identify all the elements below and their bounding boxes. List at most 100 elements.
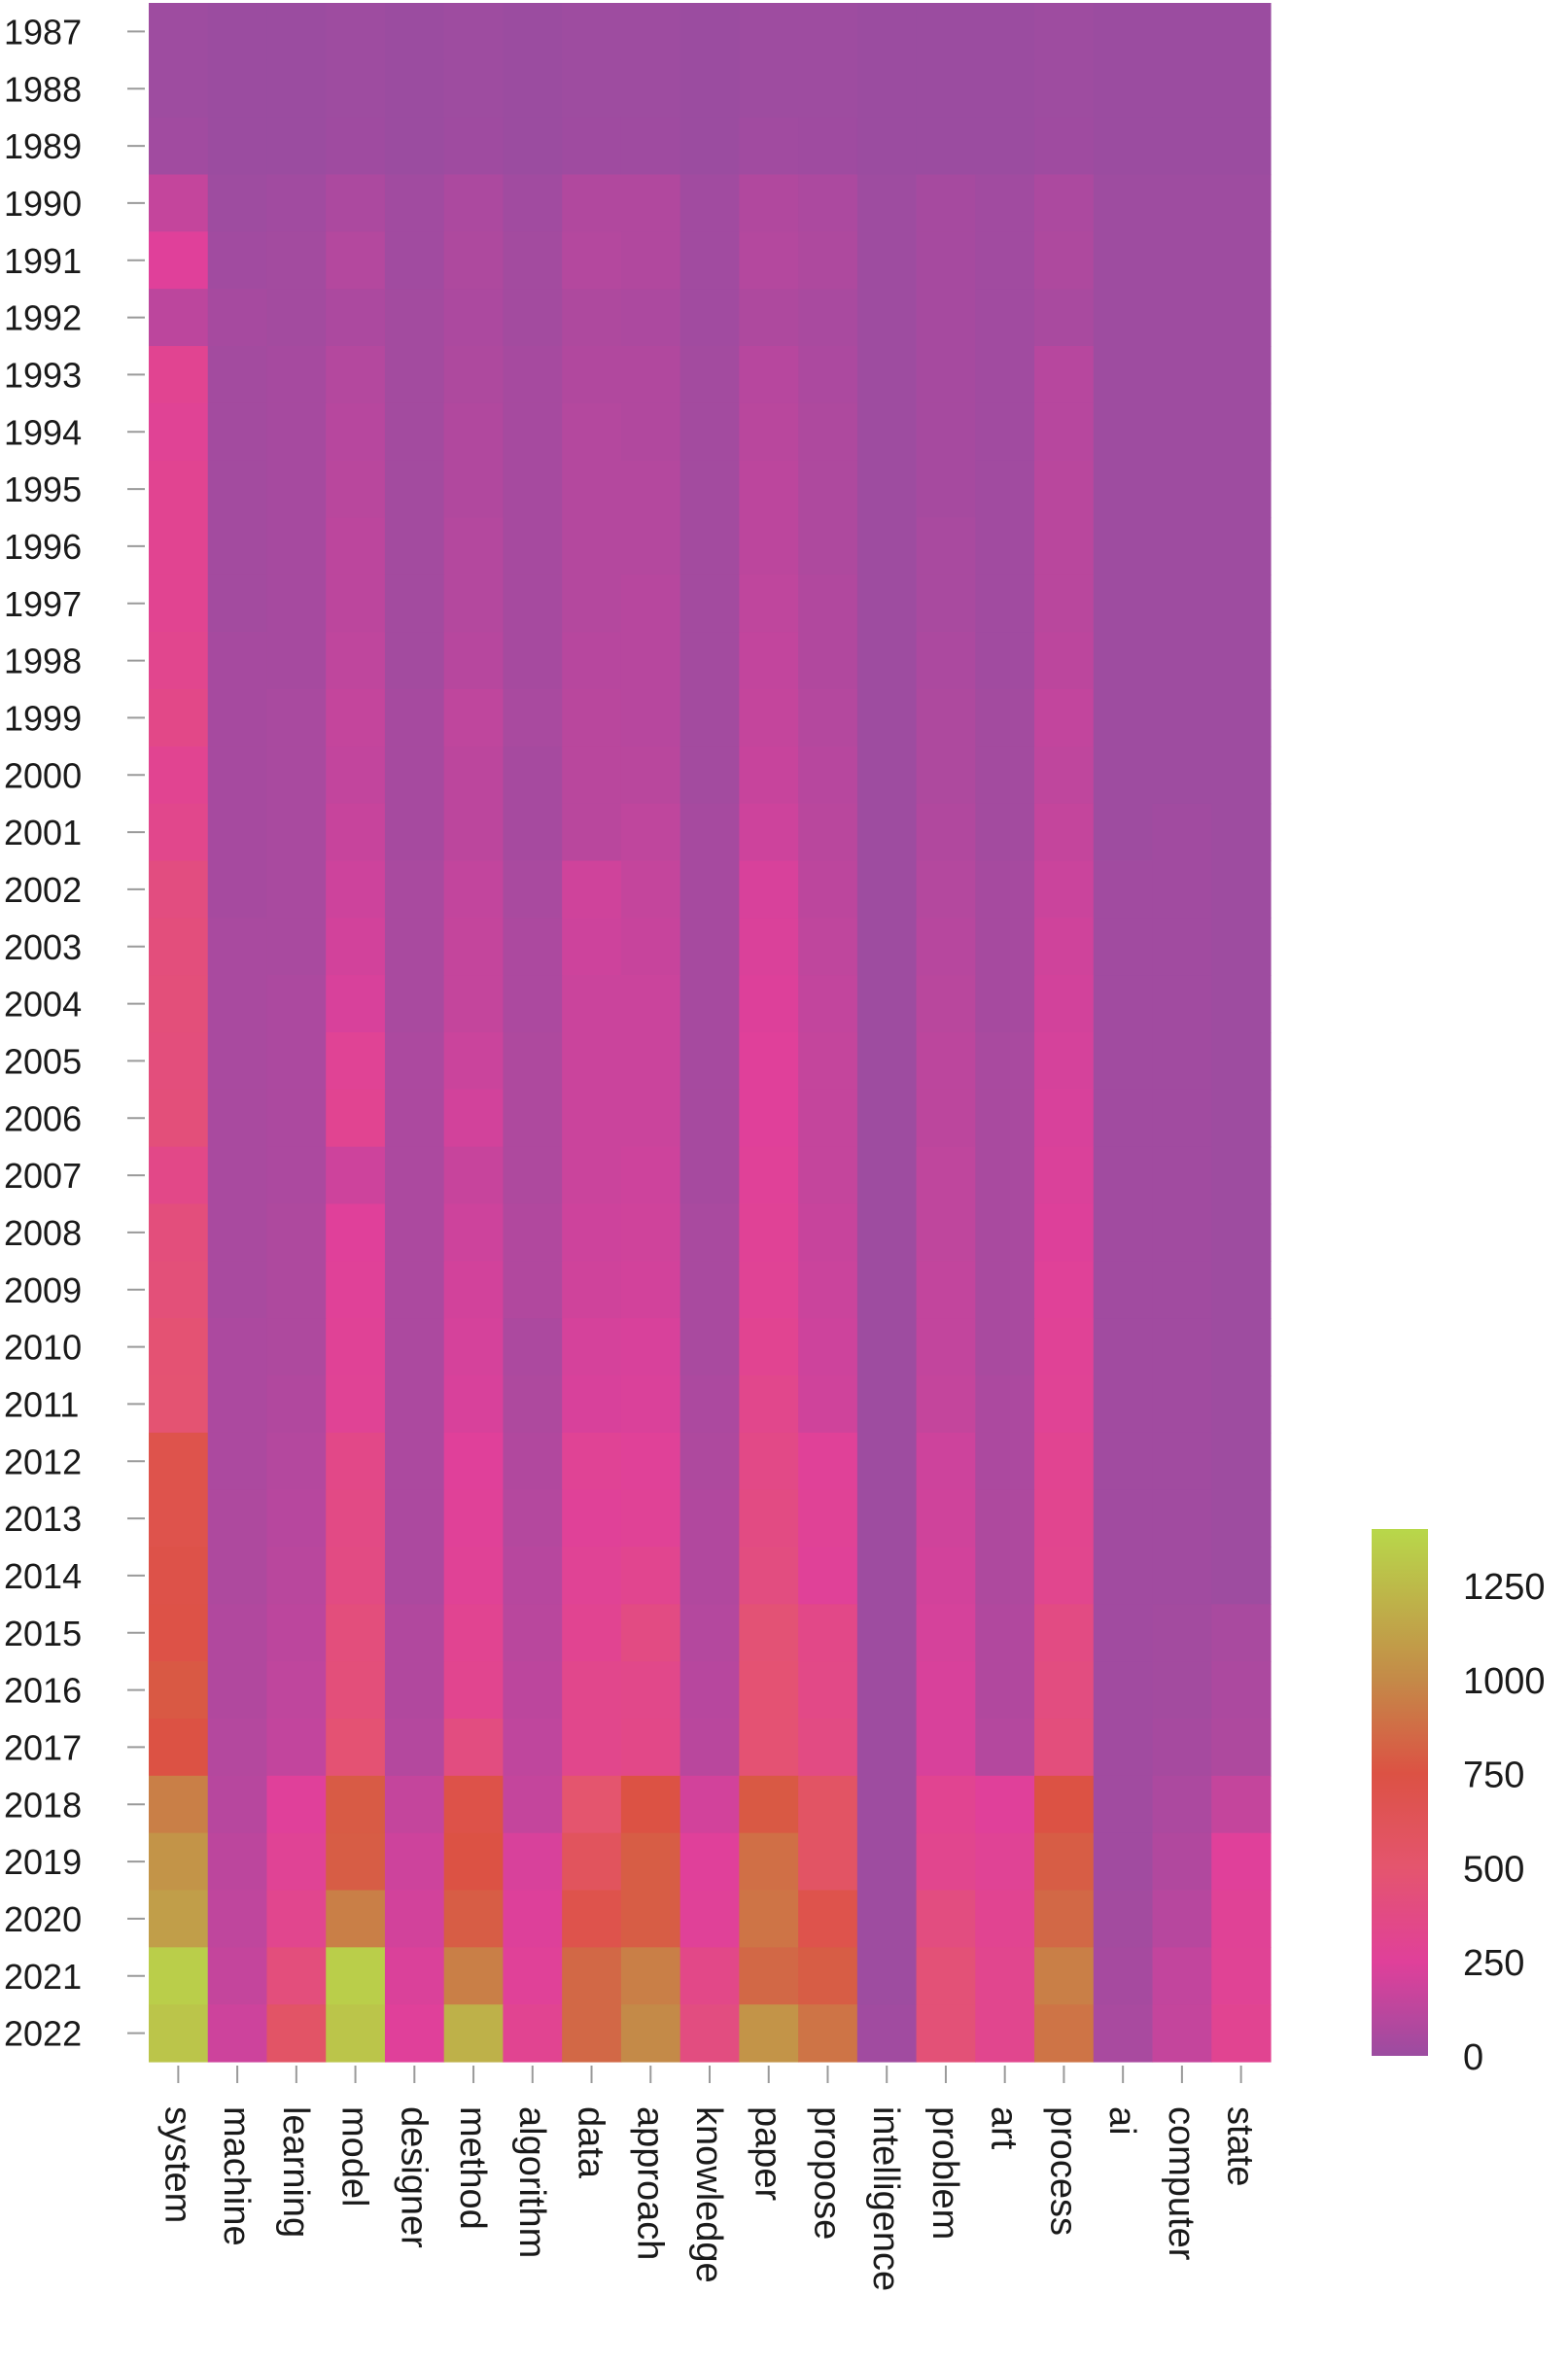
heatmap-cell-2017-intelligence bbox=[856, 1719, 918, 1777]
heatmap-cell-2003-model bbox=[326, 918, 386, 976]
heatmap-cell-2021-learning bbox=[266, 1947, 327, 2005]
heatmap-cell-2012-designer bbox=[384, 1432, 445, 1491]
heatmap-cell-2022-propose bbox=[798, 2004, 858, 2063]
y-tick-label-2016: 2016 bbox=[4, 1671, 82, 1711]
heatmap-cell-2001-method bbox=[443, 803, 505, 862]
heatmap-cell-2017-paper bbox=[739, 1719, 799, 1777]
heatmap-cell-2020-ai bbox=[1093, 1890, 1154, 1948]
heatmap-cell-2004-intelligence bbox=[856, 975, 918, 1033]
heatmap-cell-2022-method bbox=[443, 2004, 505, 2063]
heatmap-cell-2001-intelligence bbox=[856, 803, 918, 862]
heatmap-cell-2013-designer bbox=[384, 1489, 445, 1548]
heatmap-cell-1992-approach bbox=[620, 289, 681, 347]
heatmap-cell-1995-learning bbox=[266, 460, 327, 519]
heatmap-cell-2021-state bbox=[1211, 1947, 1272, 2005]
heatmap-cell-1997-method bbox=[443, 574, 505, 633]
heatmap-cell-2007-intelligence bbox=[856, 1146, 918, 1205]
heatmap-cell-2006-state bbox=[1211, 1089, 1272, 1148]
heatmap-cell-1989-paper bbox=[739, 117, 799, 176]
heatmap-cell-2022-state bbox=[1211, 2004, 1272, 2063]
heatmap-cell-1995-process bbox=[1034, 460, 1095, 519]
heatmap-cell-2007-algorithm bbox=[503, 1146, 563, 1205]
heatmap-cell-2002-computer bbox=[1152, 860, 1212, 919]
heatmap-cell-2016-intelligence bbox=[856, 1661, 918, 1720]
heatmap-cell-1988-algorithm bbox=[503, 59, 563, 119]
heatmap-cell-1990-ai bbox=[1093, 174, 1154, 232]
heatmap-cell-2011-ai bbox=[1093, 1375, 1154, 1434]
heatmap-cell-2015-process bbox=[1034, 1604, 1095, 1662]
heatmap-cell-2004-algorithm bbox=[503, 975, 563, 1033]
heatmap-cell-2022-intelligence bbox=[856, 2004, 918, 2063]
heatmap-cell-2012-paper bbox=[739, 1432, 799, 1491]
heatmap-cell-2015-data bbox=[562, 1604, 622, 1662]
heatmap-cell-2007-paper bbox=[739, 1146, 799, 1205]
heatmap-cell-2017-machine bbox=[207, 1719, 268, 1777]
heatmap-cell-1987-learning bbox=[266, 3, 327, 61]
y-tick-label-1994: 1994 bbox=[4, 412, 82, 452]
heatmap-cell-1998-machine bbox=[207, 632, 268, 690]
heatmap-cell-1990-process bbox=[1034, 174, 1095, 232]
heatmap-cell-2013-learning bbox=[266, 1489, 327, 1548]
heatmap-cell-2003-intelligence bbox=[856, 918, 918, 976]
heatmap-cell-2019-art bbox=[975, 1832, 1035, 1892]
heatmap-cell-1987-paper bbox=[739, 3, 799, 61]
heatmap-cell-2017-process bbox=[1034, 1719, 1095, 1777]
heatmap-cell-2019-computer bbox=[1152, 1832, 1212, 1892]
colorbar-tick-label-750: 750 bbox=[1463, 1756, 1524, 1796]
heatmap-cell-1989-method bbox=[443, 117, 505, 176]
heatmap-cell-1997-machine bbox=[207, 574, 268, 633]
y-tick-label-1987: 1987 bbox=[4, 12, 82, 52]
heatmap-cell-1995-system bbox=[149, 460, 209, 519]
heatmap-cell-1990-learning bbox=[266, 174, 327, 232]
heatmap-cell-2011-art bbox=[975, 1375, 1035, 1434]
heatmap-cell-2007-problem bbox=[916, 1146, 976, 1205]
heatmap-cell-2019-model bbox=[326, 1832, 386, 1892]
heatmap-cell-2014-system bbox=[149, 1547, 209, 1605]
heatmap-cell-2015-state bbox=[1211, 1604, 1272, 1662]
y-tick-label-2022: 2022 bbox=[4, 2014, 82, 2054]
heatmap-cell-1987-problem bbox=[916, 3, 976, 61]
heatmap-cell-1997-problem bbox=[916, 574, 976, 633]
heatmap-cell-1994-process bbox=[1034, 402, 1095, 462]
heatmap-cell-1992-data bbox=[562, 289, 622, 347]
heatmap-cell-2016-method bbox=[443, 1661, 505, 1720]
heatmap-cell-1993-approach bbox=[620, 346, 681, 404]
heatmap-cell-2002-designer bbox=[384, 860, 445, 919]
heatmap-cell-1991-intelligence bbox=[856, 231, 918, 290]
heatmap-cell-1994-problem bbox=[916, 402, 976, 462]
heatmap-cell-2020-problem bbox=[916, 1890, 976, 1948]
heatmap-cell-1990-computer bbox=[1152, 174, 1212, 232]
heatmap-cell-2009-data bbox=[562, 1261, 622, 1319]
heatmap-cell-2008-state bbox=[1211, 1203, 1272, 1262]
heatmap-cell-2005-learning bbox=[266, 1032, 327, 1091]
heatmap-cell-2001-process bbox=[1034, 803, 1095, 862]
heatmap-cell-2011-knowledge bbox=[679, 1375, 740, 1434]
heatmap-cell-1987-process bbox=[1034, 3, 1095, 61]
heatmap-cell-2005-paper bbox=[739, 1032, 799, 1091]
heatmap-cell-2006-process bbox=[1034, 1089, 1095, 1148]
heatmap-cell-2018-problem bbox=[916, 1775, 976, 1834]
heatmap-cell-1999-model bbox=[326, 689, 386, 747]
y-tick-label-2017: 2017 bbox=[4, 1727, 82, 1767]
heatmap-cell-1994-learning bbox=[266, 402, 327, 462]
heatmap-cell-1988-intelligence bbox=[856, 59, 918, 119]
heatmap-cell-2000-designer bbox=[384, 746, 445, 805]
heatmap-cell-2022-designer bbox=[384, 2004, 445, 2063]
heatmap-cell-2004-data bbox=[562, 975, 622, 1033]
heatmap-cell-1998-problem bbox=[916, 632, 976, 690]
heatmap-cell-2005-method bbox=[443, 1032, 505, 1091]
heatmap-cell-2011-machine bbox=[207, 1375, 268, 1434]
y-tick-label-2018: 2018 bbox=[4, 1785, 82, 1825]
x-tick-label-state: state bbox=[1220, 2106, 1261, 2186]
heatmap-cell-1987-ai bbox=[1093, 3, 1154, 61]
heatmap-cell-1997-art bbox=[975, 574, 1035, 633]
heatmap-cell-2011-approach bbox=[620, 1375, 681, 1434]
heatmap-cell-2019-knowledge bbox=[679, 1832, 740, 1892]
colorbar-tick-label-1000: 1000 bbox=[1463, 1661, 1546, 1702]
x-tick-label-propose: propose bbox=[806, 2106, 847, 2240]
heatmap-cell-2000-data bbox=[562, 746, 622, 805]
heatmap-cell-2001-approach bbox=[620, 803, 681, 862]
heatmap-cell-1994-model bbox=[326, 402, 386, 462]
heatmap-cell-2000-problem bbox=[916, 746, 976, 805]
heatmap-cell-1989-intelligence bbox=[856, 117, 918, 176]
